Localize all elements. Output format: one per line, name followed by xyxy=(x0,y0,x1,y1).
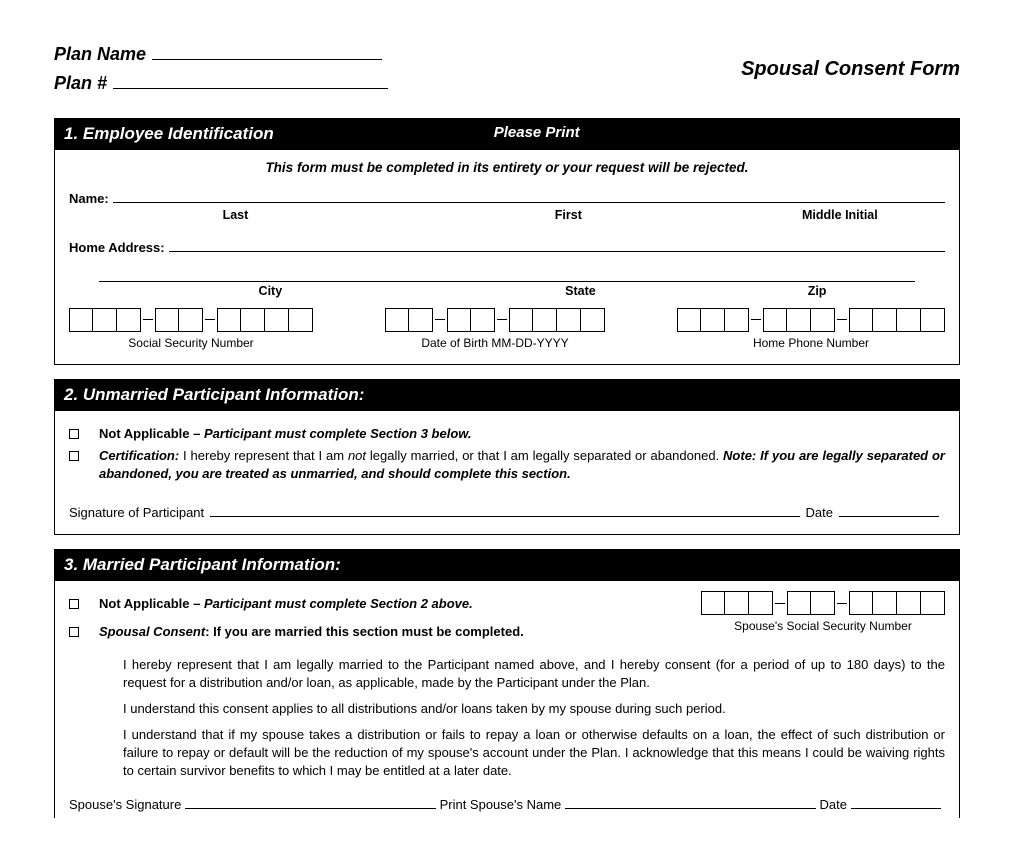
please-print-label: Please Print xyxy=(494,124,580,144)
section3-na-checkbox[interactable] xyxy=(69,599,79,609)
first-label: First xyxy=(555,208,582,222)
phone-boxes[interactable] xyxy=(677,308,945,332)
plan-name-label: Plan Name xyxy=(54,40,146,69)
section3-title: 3. Married Participant Information: xyxy=(64,555,341,575)
consent-body: I hereby represent that I am legally mar… xyxy=(123,656,945,781)
print-name-blank[interactable] xyxy=(565,797,815,809)
plan-name-blank[interactable] xyxy=(152,46,382,60)
home-address-blank[interactable] xyxy=(169,240,945,252)
phone-group: Home Phone Number xyxy=(677,308,945,350)
section3-consent-checkbox[interactable] xyxy=(69,627,79,637)
section2-na-checkbox[interactable] xyxy=(69,429,79,439)
plan-number-label: Plan # xyxy=(54,69,107,98)
section1-bar: 1. Employee Identification Please Print xyxy=(54,118,960,150)
entirety-text: This form must be completed in its entir… xyxy=(69,160,945,175)
section2-date-blank[interactable] xyxy=(839,505,939,517)
plan-block: Plan Name Plan # xyxy=(54,40,388,98)
section2-na-text: Not Applicable – Participant must comple… xyxy=(99,425,472,443)
dob-boxes[interactable] xyxy=(385,308,605,332)
section3-bar: 3. Married Participant Information: xyxy=(54,549,960,581)
name-label: Name: xyxy=(69,191,109,206)
phone-caption: Home Phone Number xyxy=(677,336,945,350)
consent-p3: I understand that if my spouse takes a d… xyxy=(123,726,945,781)
section3-date-label: Date xyxy=(820,797,847,812)
section2-sig-blank[interactable] xyxy=(210,505,799,517)
section2-cert-checkbox[interactable] xyxy=(69,451,79,461)
ssn-caption: Social Security Number xyxy=(69,336,313,350)
consent-p1: I hereby represent that I am legally mar… xyxy=(123,656,945,692)
mi-label: Middle Initial xyxy=(802,208,878,222)
city-label: City xyxy=(259,284,283,298)
section1-title: 1. Employee Identification xyxy=(64,124,274,144)
section1-box: This form must be completed in its entir… xyxy=(54,150,960,365)
state-label: State xyxy=(565,284,596,298)
page: Plan Name Plan # Spousal Consent Form 1.… xyxy=(0,0,1014,818)
name-blank[interactable] xyxy=(113,191,945,203)
consent-p2: I understand this consent applies to all… xyxy=(123,700,945,718)
section2-title: 2. Unmarried Participant Information: xyxy=(64,385,364,405)
last-label: Last xyxy=(223,208,249,222)
section3-date-blank[interactable] xyxy=(851,797,941,809)
ssn-boxes[interactable] xyxy=(69,308,313,332)
section2-bar: 2. Unmarried Participant Information: xyxy=(54,379,960,411)
spouse-ssn-boxes[interactable] xyxy=(701,591,945,615)
print-name-label: Print Spouse's Name xyxy=(440,797,562,812)
zip-label: Zip xyxy=(808,284,827,298)
spouse-ssn-caption: Spouse's Social Security Number xyxy=(701,619,945,633)
section2-date-label: Date xyxy=(806,505,833,520)
dob-caption: Date of Birth MM-DD-YYYY xyxy=(385,336,605,350)
section2-sig-label: Signature of Participant xyxy=(69,505,204,520)
home-address-label: Home Address: xyxy=(69,240,165,255)
section3-consent-text: Spousal Consent: If you are married this… xyxy=(99,623,524,641)
form-title: Spousal Consent Form xyxy=(741,58,960,81)
plan-number-blank[interactable] xyxy=(113,75,388,89)
section3-na-text: Not Applicable – Participant must comple… xyxy=(99,595,473,613)
city-state-zip-line[interactable] xyxy=(99,281,915,282)
ssn-group: Social Security Number xyxy=(69,308,313,350)
section2-box: Not Applicable – Participant must comple… xyxy=(54,411,960,536)
section3-box: Not Applicable – Participant must comple… xyxy=(54,581,960,818)
header: Plan Name Plan # Spousal Consent Form xyxy=(54,40,960,98)
section2-cert-text: Certification: I hereby represent that I… xyxy=(99,447,945,483)
spouse-ssn-group: Spouse's Social Security Number xyxy=(701,591,945,633)
dob-group: Date of Birth MM-DD-YYYY xyxy=(385,308,605,350)
spouse-sig-label: Spouse's Signature xyxy=(69,797,181,812)
spouse-sig-blank[interactable] xyxy=(185,797,435,809)
